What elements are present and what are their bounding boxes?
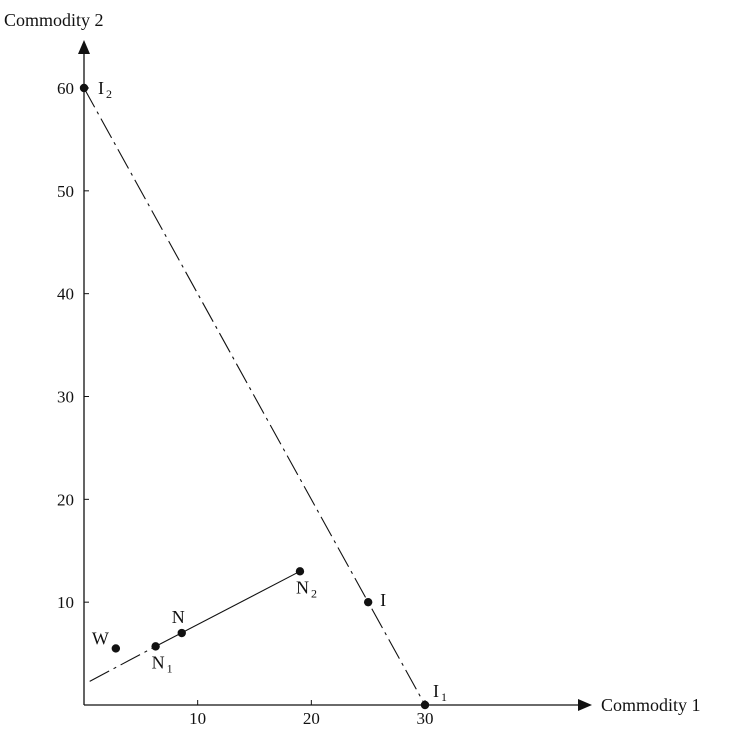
point-I2 — [79, 83, 89, 93]
point-W — [111, 644, 121, 653]
x-axis-arrowhead — [578, 699, 592, 711]
point-N2 — [295, 567, 305, 576]
ticks: 10 20 30 10 20 30 40 50 60 — [57, 79, 434, 728]
point-N1 — [151, 642, 160, 651]
chart-lines — [83, 87, 426, 706]
y-tick-label-60: 60 — [57, 79, 74, 98]
y-tick-label-10: 10 — [57, 593, 74, 612]
y-tick-label-40: 40 — [57, 285, 74, 304]
x-tick-label-30: 30 — [417, 709, 434, 728]
y-axis — [78, 40, 90, 705]
chart-points: I 2 I 1 I N 2 N N 1 W — [79, 78, 447, 710]
point-label-W: W — [92, 628, 109, 648]
x-axis — [84, 699, 592, 711]
y-tick-label-30: 30 — [57, 388, 74, 407]
point-label-I: I — [380, 590, 386, 610]
y-tick-label-50: 50 — [57, 182, 74, 201]
y-axis-arrowhead — [78, 40, 90, 54]
point-I1 — [420, 700, 430, 710]
y-axis-title: Commodity 2 — [4, 10, 104, 30]
n-line-extension — [89, 645, 156, 682]
x-axis-title: Commodity 1 — [601, 695, 701, 715]
x-tick-label-20: 20 — [303, 709, 320, 728]
point-label-N: N — [172, 607, 185, 627]
point-N — [177, 628, 186, 638]
budget-line — [83, 87, 426, 706]
point-I — [363, 597, 373, 607]
x-tick-label-10: 10 — [189, 709, 206, 728]
y-tick-label-20: 20 — [57, 490, 74, 509]
